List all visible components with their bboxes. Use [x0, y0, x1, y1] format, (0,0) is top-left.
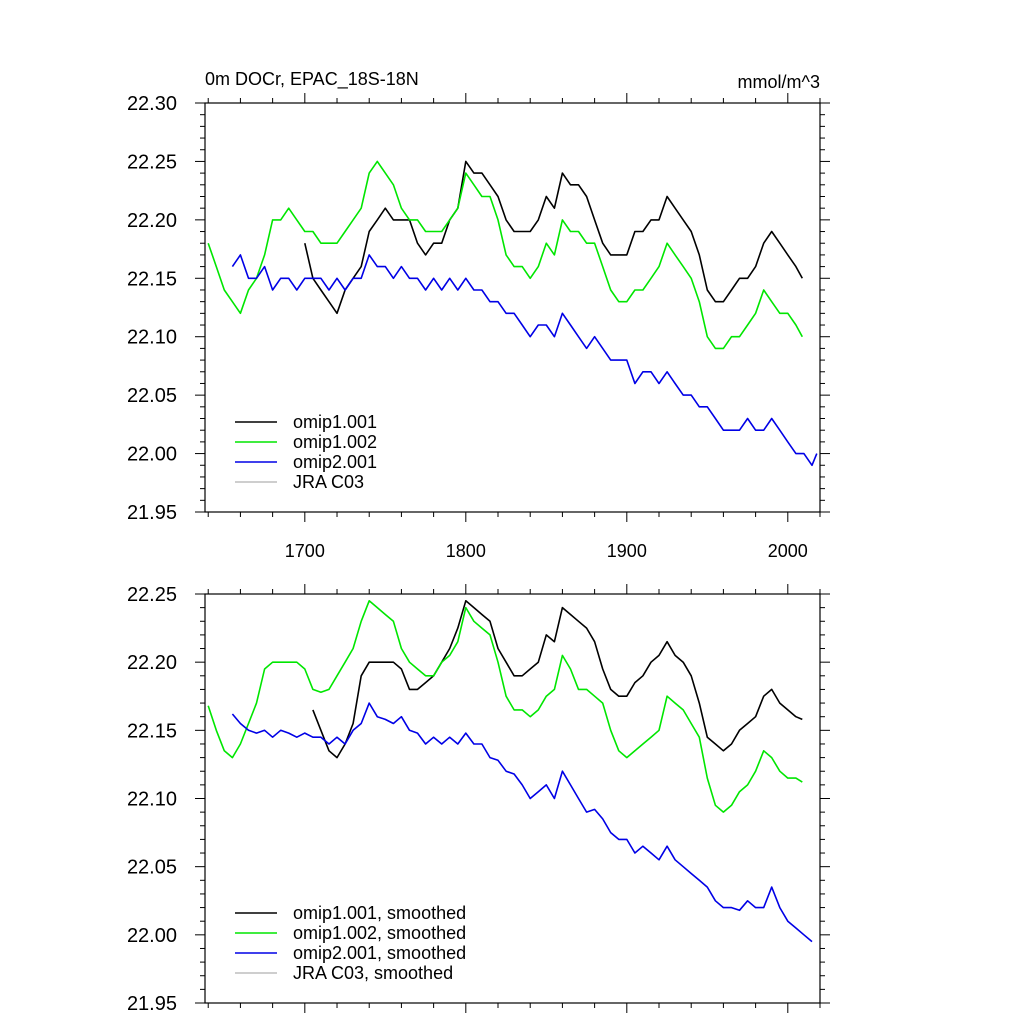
y-tick-label: 21.95: [127, 502, 177, 524]
series-line-omip2-001: [231, 254, 818, 467]
x-tick-label: 1700: [285, 541, 325, 561]
units-label: mmol/m^3: [738, 72, 820, 92]
legend-label: omip1.002, smoothed: [293, 923, 466, 943]
legend-label: omip1.001: [293, 412, 377, 432]
y-tick-label: 22.30: [127, 93, 177, 115]
y-tick-label: 22.15: [127, 720, 177, 742]
y-tick-label: 22.00: [127, 444, 177, 466]
chart-panel-top: 1700 1800 1900 2000 21.95 22.00 22.05 22.10 22.1…: [127, 69, 830, 561]
chart-panel-bottom: 21.95 22.00 22.05 22.10 22.15 22.20 22.25 omip1…: [127, 584, 830, 1015]
x-tick-label: 2000: [768, 541, 808, 561]
legend-label: JRA C03, smoothed: [293, 963, 453, 983]
legend-label: JRA C03: [293, 472, 364, 492]
y-tick-label: 22.25: [127, 151, 177, 173]
series-line-omip1-001: [304, 160, 804, 315]
x-tick-label: 1900: [607, 541, 647, 561]
y-tick-label: 22.00: [127, 925, 177, 947]
series-line-omip1-002-smoothed: [207, 599, 803, 813]
y-tick-label: 22.20: [127, 652, 177, 674]
chart-title: 0m DOCr, EPAC_18S-18N: [205, 69, 419, 90]
legend-label: omip2.001: [293, 452, 377, 472]
series-line-omip1-001-smoothed: [312, 599, 803, 759]
y-tick-label: 22.10: [127, 327, 177, 349]
legend-label: omip1.002: [293, 432, 377, 452]
y-tick-label: 22.20: [127, 210, 177, 232]
x-tick-label: 1800: [446, 541, 486, 561]
y-tick-label: 22.05: [127, 857, 177, 879]
y-tick-label: 22.05: [127, 385, 177, 407]
y-tick-label: 22.15: [127, 268, 177, 290]
legend-label: omip1.001, smoothed: [293, 903, 466, 923]
y-tick-label: 22.10: [127, 789, 177, 811]
y-tick-label: 21.95: [127, 993, 177, 1015]
legend-label: omip2.001, smoothed: [293, 943, 466, 963]
y-tick-label: 22.25: [127, 584, 177, 606]
plot-frame: [204, 102, 821, 513]
series-line-omip2-001-smoothed: [231, 702, 813, 943]
series-line-omip1-002: [207, 160, 804, 350]
